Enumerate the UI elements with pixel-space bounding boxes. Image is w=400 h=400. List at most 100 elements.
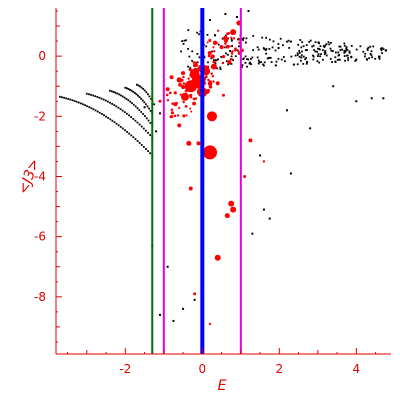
data-point-black — [343, 42, 346, 45]
data-point-black — [369, 45, 372, 48]
data-point-black — [147, 119, 150, 122]
data-point-black — [247, 10, 250, 13]
axes — [55, 8, 391, 355]
data-point-black — [136, 107, 139, 110]
data-point-black — [145, 91, 148, 94]
data-point-black — [121, 127, 124, 130]
data-point-black — [224, 13, 227, 16]
data-point-black — [96, 96, 99, 98]
data-point-black — [110, 90, 113, 93]
data-point-black — [246, 65, 248, 68]
data-point-black — [331, 61, 333, 63]
data-point-black — [129, 88, 131, 91]
data-point-black — [370, 50, 373, 53]
data-point-black — [219, 66, 222, 69]
data-point-black — [322, 58, 324, 61]
data-point-black — [241, 66, 243, 69]
data-point-black — [103, 114, 105, 117]
data-point-black — [92, 108, 95, 111]
data-point-black — [125, 98, 128, 100]
data-point-black — [149, 134, 152, 136]
data-point-black — [337, 51, 340, 54]
data-point-black — [334, 56, 337, 59]
data-point-black — [143, 106, 146, 109]
data-point-black — [115, 122, 118, 125]
data-point-red — [227, 60, 232, 65]
data-point-red — [230, 52, 234, 55]
data-point-black — [319, 45, 322, 48]
data-point-black — [334, 61, 337, 63]
data-point-black — [129, 100, 132, 103]
data-point-black — [210, 57, 213, 60]
data-point-black — [317, 47, 319, 50]
data-point-black — [268, 217, 271, 220]
data-point-black — [302, 45, 305, 48]
data-point-black — [153, 103, 156, 106]
data-point-black — [146, 93, 149, 96]
data-point-black — [381, 47, 384, 49]
data-point-black — [142, 113, 144, 115]
data-point-black — [329, 47, 332, 50]
data-point-black — [289, 172, 292, 175]
data-point-black — [369, 52, 372, 55]
data-point-black — [294, 54, 297, 57]
data-point-black — [346, 54, 349, 57]
data-point-black — [147, 131, 149, 134]
data-point-red — [203, 145, 218, 160]
data-point-black — [112, 91, 115, 93]
data-point-black — [132, 136, 135, 139]
data-point-black — [128, 132, 131, 135]
data-point-black — [299, 39, 302, 41]
data-point-black — [338, 58, 341, 61]
data-point-black — [316, 60, 319, 63]
data-point-black — [124, 129, 126, 132]
data-point-black — [300, 46, 303, 49]
data-point-red — [168, 91, 172, 95]
data-point-black — [370, 54, 373, 56]
data-point-black — [238, 45, 240, 48]
data-point-red — [185, 114, 188, 117]
data-point-black — [191, 59, 193, 62]
data-point-black — [227, 63, 230, 66]
data-point-black — [211, 50, 214, 53]
data-point-red — [179, 79, 183, 83]
data-point-black — [262, 208, 265, 211]
data-point-red — [206, 111, 217, 122]
data-point-black — [280, 58, 283, 61]
data-point-black — [300, 56, 303, 59]
data-point-black — [224, 34, 227, 37]
data-point-black — [213, 34, 216, 36]
x-tick-label: 0 — [199, 362, 207, 376]
data-point-black — [126, 112, 128, 115]
data-point-red — [230, 58, 234, 61]
data-point-black — [136, 140, 139, 142]
data-point-black — [104, 99, 107, 102]
data-point-black — [268, 48, 271, 50]
data-point-black — [306, 61, 309, 64]
data-point-black — [105, 115, 107, 118]
data-point-black — [319, 55, 321, 58]
data-point-black — [102, 98, 105, 101]
data-point-black — [346, 49, 349, 51]
data-point-black — [257, 48, 260, 51]
data-point-black — [306, 49, 308, 51]
data-point-black — [65, 97, 68, 100]
data-point-black — [88, 93, 90, 96]
data-point-black — [300, 54, 303, 57]
data-point-black — [348, 51, 351, 54]
data-point-red — [169, 75, 174, 80]
data-point-black — [145, 117, 148, 120]
data-point-black — [209, 19, 212, 22]
data-point-black — [111, 103, 114, 105]
data-point-black — [298, 55, 301, 58]
data-point-black — [312, 58, 315, 61]
data-point-black — [75, 100, 78, 103]
data-point-black — [345, 48, 348, 51]
data-point-black — [69, 98, 72, 101]
data-point-red — [248, 138, 253, 143]
data-point-black — [317, 53, 320, 56]
data-point-red — [177, 123, 182, 128]
vertical-lines — [151, 8, 242, 354]
data-point-black — [121, 95, 124, 98]
data-point-black — [267, 56, 270, 59]
